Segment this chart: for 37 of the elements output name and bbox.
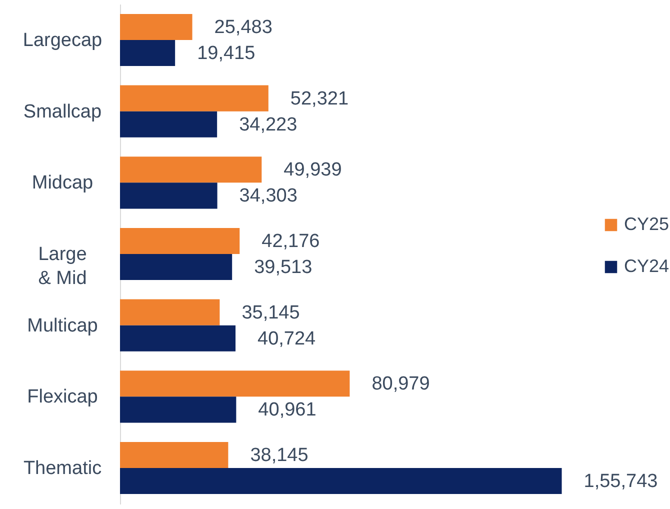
bar [120,325,236,352]
legend-label: CY24 [624,256,670,276]
bar [120,370,350,397]
data-label: 34,223 [239,114,298,136]
data-label: 40,724 [258,328,316,350]
bar [120,85,268,112]
y-tick-label: Largecap [22,30,102,52]
data-label: 40,961 [258,400,316,421]
data-label: 52,321 [290,88,349,110]
bar [120,156,262,183]
y-tick-label: Flexicap [27,386,98,408]
bar [120,299,220,326]
data-label: 80,979 [372,374,430,395]
data-label: 34,303 [239,186,298,207]
bar [120,254,232,280]
bar [120,40,176,66]
data-label: 1,55,743 [584,470,658,492]
bar [120,468,562,494]
data-label: 42,176 [262,230,320,252]
data-label: 39,513 [254,257,312,278]
y-tick-label: Large & Mid [38,244,87,289]
legend-label: CY25 [624,214,670,234]
bar [120,228,240,254]
y-tick-label: Multicap [27,315,98,336]
data-label: 38,145 [250,444,308,466]
y-tick-label: Midcap [32,172,94,194]
bar [120,182,218,209]
bar [120,111,218,138]
y-tick-label: Thematic [23,458,102,479]
y-tick-label: Smallcap [23,101,102,122]
bar [120,14,192,40]
data-label: 49,939 [284,160,342,181]
bar [120,442,228,468]
data-label: 19,415 [197,43,256,64]
data-label: 25,483 [214,17,272,38]
data-label: 35,145 [242,302,300,324]
bar [120,396,236,423]
